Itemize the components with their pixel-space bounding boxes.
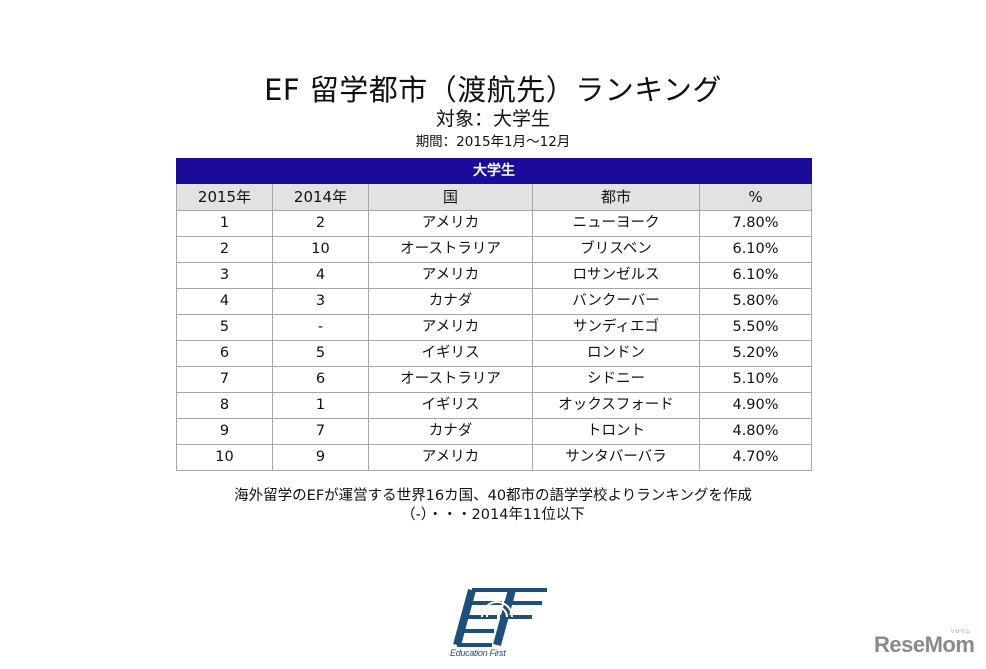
cell-country: アメリカ (368, 262, 533, 289)
cell-rank-2015: 4 (176, 288, 273, 315)
cell-rank-2014: 3 (272, 288, 369, 315)
cell-country: アメリカ (368, 314, 533, 341)
cell-rank-2015: 7 (176, 366, 273, 393)
cell-country: イギリス (368, 340, 533, 367)
cell-country: オーストラリア (368, 366, 533, 393)
cell-country: アメリカ (368, 210, 533, 237)
footnote-legend: （-）・・・2014年11位以下 (401, 507, 585, 523)
table-row: 8 1 イギリス オックスフォード 4.90% (176, 392, 813, 419)
cell-rank-2014: 2 (272, 210, 369, 237)
ranking-table: 大学生 2015年 2014年 国 都市 % 1 2 アメリカ ニューヨーク 7.80%… (175, 158, 813, 471)
table-row: 3 4 アメリカ ロサンゼルス 6.10% (176, 262, 813, 289)
cell-country: アメリカ (368, 444, 533, 471)
column-header-2015: 2015年 (176, 183, 273, 211)
cell-city: トロント (532, 418, 700, 445)
ef-logo-caption: Education First (450, 648, 506, 658)
cell-country: オーストラリア (368, 236, 533, 263)
column-header-city: 都市 (532, 183, 700, 211)
cell-rank-2015: 9 (176, 418, 273, 445)
cell-city: ロンドン (532, 340, 700, 367)
table-row: 2 10 オーストラリア ブリスベン 6.10% (176, 236, 813, 263)
table-row: 4 3 カナダ バンクーバー 5.80% (176, 288, 813, 315)
table-band-row: 大学生 (175, 158, 813, 184)
column-header-2014: 2014年 (272, 183, 369, 211)
table-header-row: 2015年 2014年 国 都市 % (176, 183, 813, 211)
table-band-label: 大学生 (175, 158, 813, 184)
cell-city: ブリスベン (532, 236, 700, 263)
cell-city: サンディエゴ (532, 314, 700, 341)
cell-rank-2014: 1 (272, 392, 369, 419)
cell-rank-2014: 5 (272, 340, 369, 367)
cell-rank-2015: 3 (176, 262, 273, 289)
footnote-source: 海外留学のEFが運営する世界16カ国、40都市の語学学校よりランキングを作成 (234, 488, 752, 504)
resemom-watermark-kana: リセマム (950, 629, 971, 635)
cell-city: シドニー (532, 366, 700, 393)
resemom-watermark: ReseMom (874, 632, 975, 657)
cell-country: カナダ (368, 418, 533, 445)
cell-country: カナダ (368, 288, 533, 315)
cell-percent: 4.80% (698, 418, 813, 445)
cell-rank-2014: 10 (272, 236, 369, 263)
cell-city: バンクーバー (532, 288, 700, 315)
cell-rank-2014: 7 (272, 418, 369, 445)
cell-rank-2014: - (272, 314, 369, 341)
cell-city: ニューヨーク (532, 210, 700, 237)
cell-country: イギリス (368, 392, 533, 419)
cell-percent: 6.10% (698, 236, 813, 263)
cell-percent: 5.80% (698, 288, 813, 315)
cell-rank-2015: 1 (176, 210, 273, 237)
page-title: EF 留学都市（渡航先）ランキング (264, 73, 722, 107)
cell-rank-2014: 6 (272, 366, 369, 393)
period-label: 期間：2015年1月〜12月 (415, 134, 571, 150)
table-row: 5- アメリカ サンディエゴ 5.50% (176, 314, 813, 341)
table-row: 1 2 アメリカ ニューヨーク 7.80% (176, 210, 813, 237)
cell-percent: 5.20% (698, 340, 813, 367)
cell-rank-2015: 10 (176, 444, 273, 471)
ef-logo-icon (453, 588, 547, 647)
cell-city: ロサンゼルス (532, 262, 700, 289)
table-row: 6 5 イギリス ロンドン 5.20% (176, 340, 813, 367)
cell-rank-2014: 4 (272, 262, 369, 289)
cell-rank-2015: 8 (176, 392, 273, 419)
table-row: 9 7 カナダ トロント 4.80% (176, 418, 813, 445)
table-row: 7 6 オーストラリア シドニー 5.10% (176, 366, 813, 393)
cell-rank-2015: 5 (176, 314, 273, 341)
cell-rank-2014: 9 (272, 444, 369, 471)
cell-city: サンタバーバラ (532, 444, 700, 471)
cell-percent: 5.50% (698, 314, 813, 341)
cell-percent: 6.10% (698, 262, 813, 289)
cell-city: オックスフォード (532, 392, 700, 419)
cell-rank-2015: 6 (176, 340, 273, 367)
page-subtitle: 対象：大学生 (435, 108, 550, 130)
cell-rank-2015: 2 (176, 236, 273, 263)
cell-percent: 4.90% (698, 392, 813, 419)
table-row: 10 9 アメリカ サンタバーバラ 4.70% (176, 444, 813, 471)
column-header-percent: % (698, 183, 813, 211)
cell-percent: 4.70% (698, 444, 813, 471)
cell-percent: 7.80% (698, 210, 813, 237)
column-header-country: 国 (368, 183, 533, 211)
cell-percent: 5.10% (698, 366, 813, 393)
